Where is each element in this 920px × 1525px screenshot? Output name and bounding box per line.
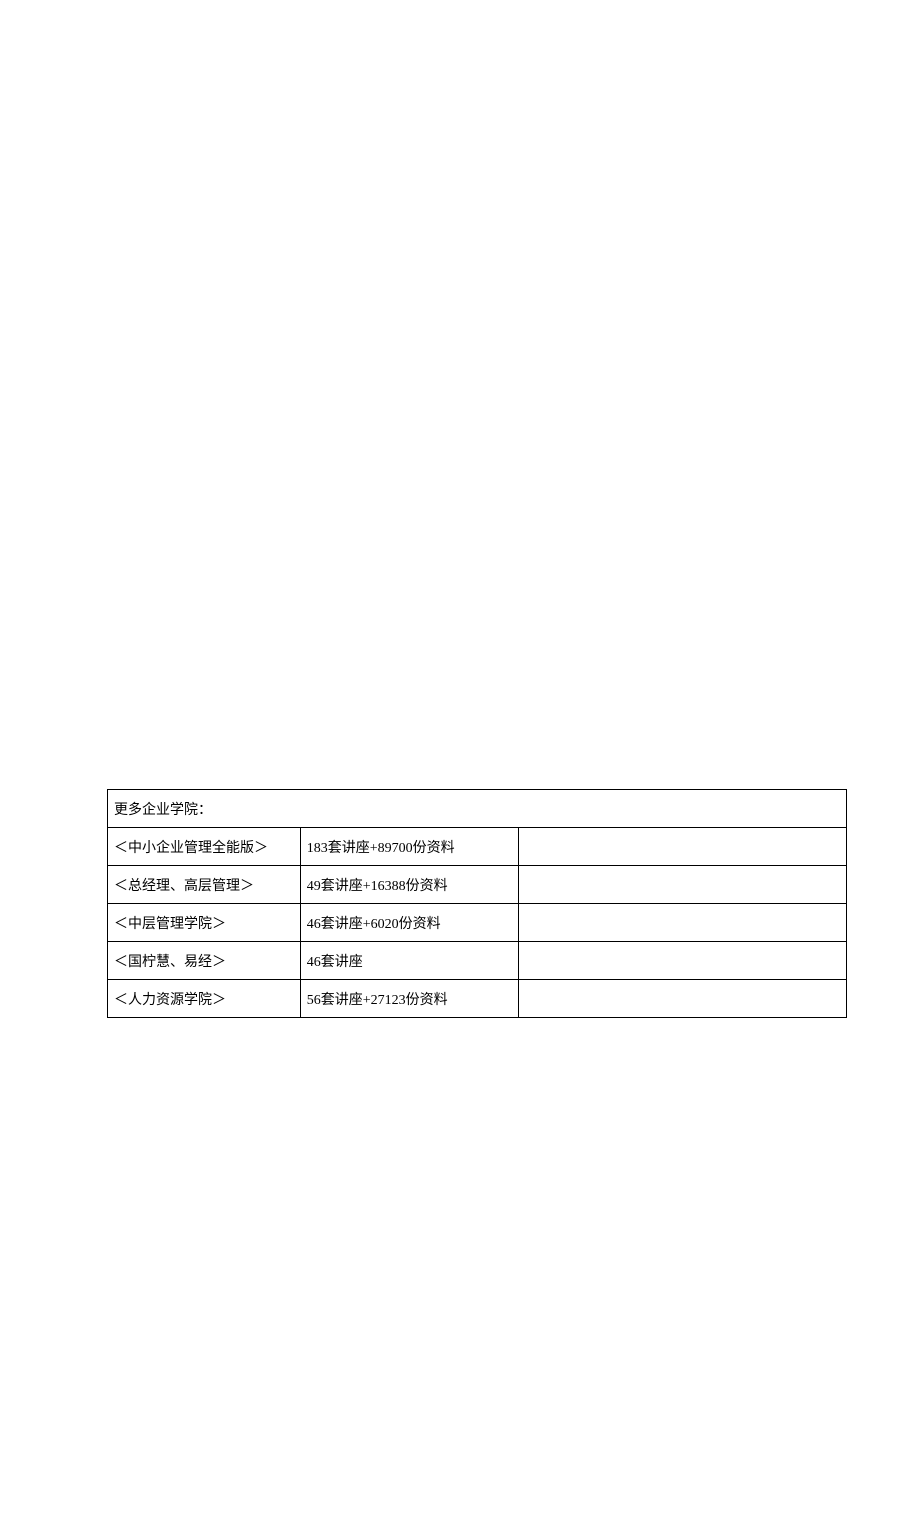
course-content-cell: 56套讲座+27123份资料 (300, 980, 519, 1018)
course-link-cell (519, 942, 847, 980)
course-link-cell (519, 866, 847, 904)
course-name-cell: ＜国柠慧、易经＞ (108, 942, 301, 980)
course-content[interactable]: 46套讲座+6020份资料 (307, 917, 441, 932)
course-name[interactable]: ＜中层管理学院＞ (114, 917, 226, 932)
course-content[interactable]: 46套讲座 (307, 955, 363, 970)
table-row: ＜中小企业管理全能版＞ 183套讲座+89700份资料 (108, 828, 847, 866)
course-link-cell (519, 980, 847, 1018)
course-name-cell: ＜中小企业管理全能版＞ (108, 828, 301, 866)
course-name[interactable]: ＜总经理、高层管理＞ (114, 879, 254, 894)
course-name[interactable]: ＜中小企业管理全能版＞ (114, 841, 268, 856)
course-content-cell: 183套讲座+89700份资料 (300, 828, 519, 866)
course-name-cell: ＜中层管理学院＞ (108, 904, 301, 942)
course-content-cell: 46套讲座 (300, 942, 519, 980)
table-row: ＜人力资源学院＞ 56套讲座+27123份资料 (108, 980, 847, 1018)
table-row: ＜中层管理学院＞ 46套讲座+6020份资料 (108, 904, 847, 942)
course-content-cell: 49套讲座+16388份资料 (300, 866, 519, 904)
course-name-cell: ＜总经理、高层管理＞ (108, 866, 301, 904)
table-row: ＜国柠慧、易经＞ 46套讲座 (108, 942, 847, 980)
course-link-cell (519, 828, 847, 866)
course-link-cell (519, 904, 847, 942)
table-header-row: 更多企业学院： (108, 790, 847, 828)
course-content[interactable]: 56套讲座+27123份资料 (307, 993, 448, 1008)
courses-table-container: 更多企业学院： ＜中小企业管理全能版＞ 183套讲座+89700份资料 ＜总经理… (107, 789, 847, 1018)
table-header-text: 更多企业学院： (114, 803, 212, 818)
course-content[interactable]: 49套讲座+16388份资料 (307, 879, 448, 894)
course-name[interactable]: ＜国柠慧、易经＞ (114, 955, 226, 970)
table-header-cell: 更多企业学院： (108, 790, 847, 828)
course-content-cell: 46套讲座+6020份资料 (300, 904, 519, 942)
course-content[interactable]: 183套讲座+89700份资料 (307, 841, 455, 856)
course-name-cell: ＜人力资源学院＞ (108, 980, 301, 1018)
courses-table: 更多企业学院： ＜中小企业管理全能版＞ 183套讲座+89700份资料 ＜总经理… (107, 789, 847, 1018)
table-row: ＜总经理、高层管理＞ 49套讲座+16388份资料 (108, 866, 847, 904)
course-name[interactable]: ＜人力资源学院＞ (114, 993, 226, 1008)
